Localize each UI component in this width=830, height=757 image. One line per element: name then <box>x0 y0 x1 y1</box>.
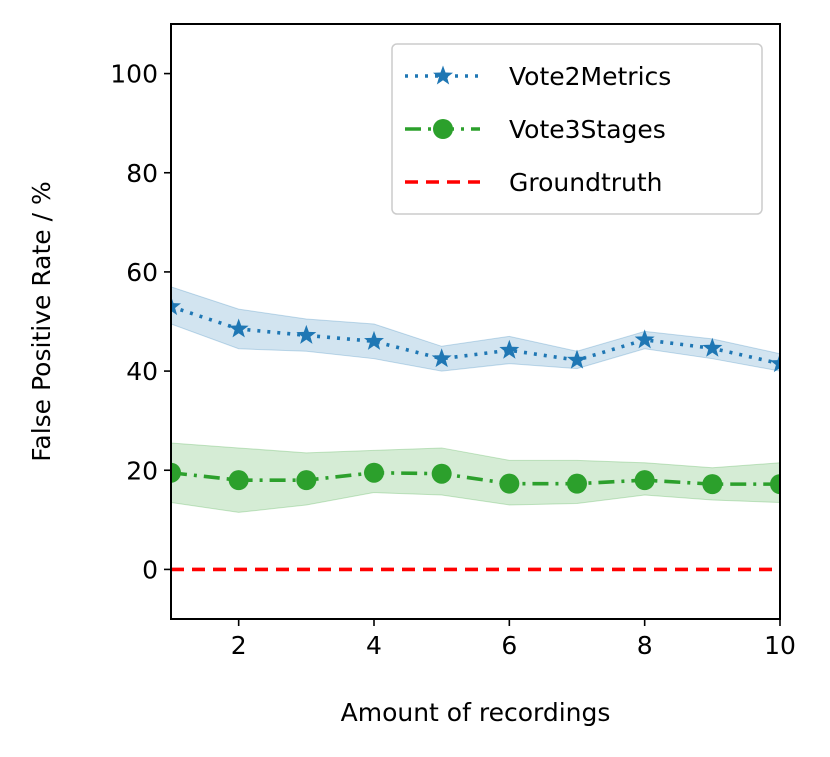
x-axis-label: Amount of recordings <box>341 698 611 727</box>
vote2metrics-point <box>431 348 452 368</box>
legend: Vote2Metrics Vote3Stages Groundtruth <box>391 43 763 215</box>
vote2metrics-point <box>228 318 249 338</box>
y-axis-ticks: 0 20 40 60 80 100 <box>110 60 171 584</box>
legend-label-vote2metrics: Vote2Metrics <box>509 62 671 91</box>
vote3stages-point <box>228 470 249 491</box>
x-tick-label: 6 <box>501 631 517 660</box>
legend-marker-vote2metrics <box>433 65 453 85</box>
y-tick-label: 80 <box>126 159 158 188</box>
series-lines <box>171 304 780 572</box>
vote3stages-point <box>364 462 384 483</box>
vote3stages-point <box>296 470 317 491</box>
vote2metrics-band <box>171 286 780 372</box>
x-tick-label: 10 <box>764 631 796 660</box>
vote2metrics-point <box>296 324 317 344</box>
legend-marker-vote3stages <box>433 119 453 139</box>
vote2metrics-point <box>171 296 181 316</box>
y-axis-label: False Positive Rate / % <box>27 181 56 461</box>
vote3stages-point <box>702 474 723 495</box>
series-markers <box>171 296 780 495</box>
vote2metrics-point <box>499 339 520 359</box>
legend-entry-vote3stages: Vote3Stages <box>405 115 666 144</box>
y-tick-label: 60 <box>126 258 158 287</box>
legend-label-groundtruth: Groundtruth <box>509 168 663 197</box>
vote2metrics-point <box>634 329 655 349</box>
y-tick-label: 100 <box>110 60 158 89</box>
vote3stages-point <box>499 473 520 494</box>
vote2metrics-line <box>171 304 780 366</box>
x-tick-label: 8 <box>637 631 653 660</box>
legend-entry-vote2metrics: Vote2Metrics <box>405 62 671 91</box>
y-tick-label: 0 <box>142 555 158 584</box>
plot-frame <box>170 23 781 620</box>
vote2metrics-point <box>702 337 723 357</box>
vote2metrics-point <box>770 353 780 373</box>
y-tick-label: 20 <box>126 456 158 485</box>
vote3stages-point <box>567 473 587 494</box>
vote2metrics-point <box>364 330 384 350</box>
legend-box <box>391 43 763 215</box>
y-tick-label: 40 <box>126 357 158 386</box>
vote3stages-point <box>770 474 780 495</box>
x-tick-label: 2 <box>231 631 247 660</box>
vote3stages-point <box>431 463 452 484</box>
vote3stages-line <box>171 470 780 486</box>
x-axis-ticks: 2 4 6 8 10 <box>231 619 796 660</box>
x-tick-label: 4 <box>366 631 382 660</box>
legend-entry-groundtruth: Groundtruth <box>405 168 663 197</box>
vote3stages-point <box>634 470 655 491</box>
vote3stages-point <box>171 462 181 483</box>
legend-label-vote3stages: Vote3Stages <box>509 115 666 144</box>
vote2metrics-point <box>567 349 587 369</box>
